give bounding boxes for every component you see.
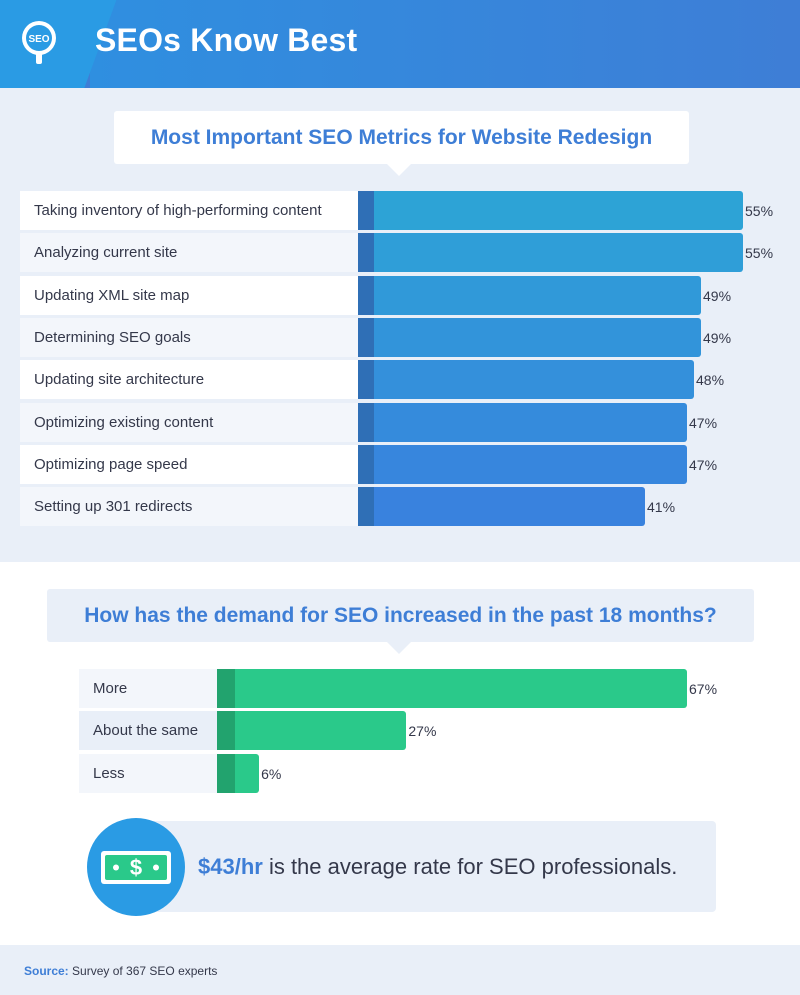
- bar-label: Analyzing current site: [34, 244, 178, 262]
- bar-label: More: [93, 680, 128, 697]
- bar-label: Updating XML site map: [34, 286, 190, 304]
- bar-value-label: 67%: [689, 681, 718, 697]
- bar-value-label: 48%: [696, 372, 725, 389]
- chart-row: Updating site architecture 48%: [20, 360, 724, 400]
- bar-value-label: 55%: [745, 203, 774, 219]
- bar-cap: [217, 669, 235, 708]
- bar-cap: [358, 275, 374, 315]
- source-label: Source:: [24, 964, 69, 978]
- bar-label: Setting up 301 redirects: [34, 498, 193, 516]
- bar: [235, 711, 407, 751]
- svg-text:$: $: [130, 855, 142, 880]
- chart-row: Setting up 301 redirects 41%: [20, 487, 675, 527]
- header-banner: SEO SEOs Know Best: [0, 0, 800, 88]
- chart-row: Less 6%: [79, 753, 281, 793]
- chart-row: About the same 27%: [79, 711, 436, 751]
- bar-cap: [358, 360, 374, 400]
- bar-label: Optimizing existing content: [34, 413, 214, 431]
- rate-highlight: $43/hr: [198, 854, 263, 879]
- bar-value-label: 55%: [745, 245, 774, 262]
- rate-icon-circle: $: [87, 818, 185, 916]
- bar-label: Determining SEO goals: [34, 328, 191, 346]
- page-title: SEOs Know Best: [95, 22, 358, 58]
- bar-cap: [217, 711, 235, 751]
- bar: [374, 191, 743, 230]
- bar: [374, 317, 701, 357]
- rate-callout: [136, 821, 716, 912]
- rate-description: is the average rate for SEO professional…: [262, 854, 678, 879]
- bar-label: Taking inventory of high-performing cont…: [34, 202, 322, 219]
- dollar-bill-icon: $: [101, 851, 171, 884]
- bar: [374, 487, 645, 527]
- footer: Source: Survey of 367 SEO experts: [0, 945, 800, 995]
- chart-row: More 67%: [79, 669, 717, 708]
- bar-cap: [358, 317, 374, 357]
- magnifier-icon: SEO: [22, 21, 56, 64]
- bar-cap: [358, 444, 374, 484]
- bar: [374, 402, 687, 442]
- chart-title-metrics: Most Important SEO Metrics for Website R…: [114, 111, 689, 164]
- chart-row: Optimizing page speed 47%: [20, 444, 717, 484]
- bar-label: Updating site architecture: [34, 371, 205, 389]
- chart-row: Taking inventory of high-performing cont…: [20, 191, 773, 230]
- chart-row: Determining SEO goals 49%: [20, 317, 731, 357]
- bar-value-label: 49%: [703, 329, 732, 346]
- bar-cap: [358, 191, 374, 230]
- bar: [235, 753, 260, 793]
- chart-title-demand: How has the demand for SEO increased in …: [47, 589, 754, 642]
- bar-label: Optimizing page speed: [34, 455, 188, 473]
- bar: [235, 669, 687, 708]
- bar-value-label: 27%: [408, 723, 437, 740]
- bar: [374, 444, 687, 484]
- bar: [374, 360, 694, 400]
- chart-section-demand: How has the demand for SEO increased in …: [0, 562, 800, 945]
- source-note: Source: Survey of 367 SEO experts: [24, 964, 217, 978]
- chart-section-metrics: Most Important SEO Metrics for Website R…: [0, 88, 800, 562]
- chart-row: Optimizing existing content 47%: [20, 402, 717, 442]
- bar: [374, 275, 701, 315]
- chart-row: Updating XML site map 49%: [20, 275, 731, 315]
- title-pointer: [387, 164, 411, 176]
- bar-value-label: 47%: [689, 456, 718, 473]
- chart-row: Analyzing current site 55%: [20, 233, 773, 273]
- bar-value-label: 49%: [703, 287, 732, 304]
- source-text: Survey of 367 SEO experts: [68, 964, 218, 978]
- bar-cap: [358, 233, 374, 273]
- bar-cap: [358, 402, 374, 442]
- bar-cap: [217, 753, 235, 793]
- bar: [374, 233, 743, 273]
- bar-value-label: 41%: [647, 499, 676, 516]
- logo-text: SEO: [28, 34, 49, 45]
- bar-value-label: 47%: [689, 414, 718, 431]
- bar-cap: [358, 487, 374, 527]
- title-pointer: [387, 642, 411, 654]
- bar-label: About the same: [93, 722, 199, 740]
- bar-value-label: 6%: [261, 765, 282, 782]
- rate-statement: $43/hr is the average rate for SEO profe…: [198, 854, 677, 880]
- bar-label: Less: [93, 764, 125, 782]
